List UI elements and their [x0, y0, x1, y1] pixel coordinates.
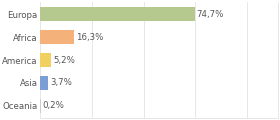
Text: 16,3%: 16,3%	[76, 33, 104, 42]
Bar	[40, 99, 41, 113]
Bar	[40, 76, 48, 90]
Text: 0,2%: 0,2%	[43, 101, 65, 110]
Text: 5,2%: 5,2%	[53, 56, 75, 65]
Bar	[40, 7, 195, 21]
Text: 74,7%: 74,7%	[197, 10, 224, 19]
Text: 3,7%: 3,7%	[50, 78, 72, 87]
Bar	[40, 53, 51, 67]
Bar	[40, 30, 74, 44]
